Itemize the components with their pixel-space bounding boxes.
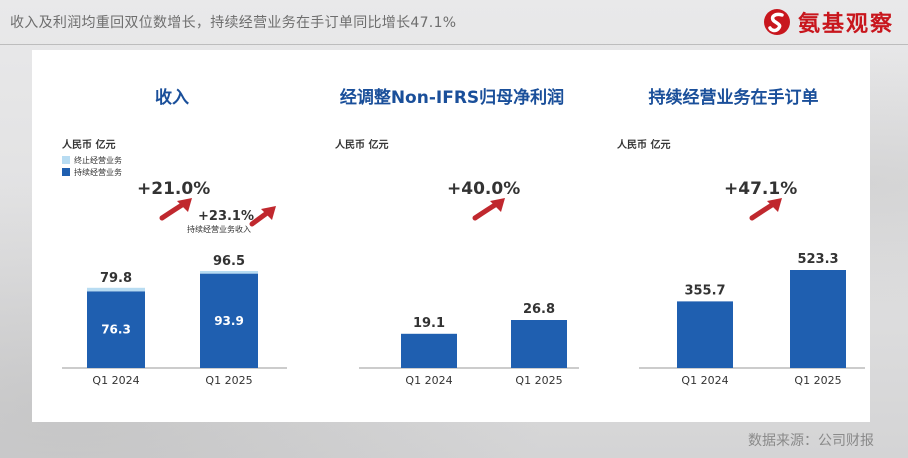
- bar: [677, 301, 733, 368]
- x-tick-label: Q1 2025: [515, 374, 562, 387]
- bar: [790, 270, 846, 368]
- bar-continuing: [200, 273, 258, 368]
- growth-arrow-total-shaft: [159, 201, 187, 221]
- growth-arrow-continuing-head: [261, 206, 276, 220]
- profit-panel: 经调整Non-IFRS归母净利润 人民币 亿元 19.1 Q1 2024 26.8 Q…: [317, 50, 587, 422]
- legend-label-discontinued: 终止经营业务: [74, 155, 122, 165]
- data-label-continuing: 93.9: [214, 314, 244, 328]
- bar: [401, 333, 457, 368]
- revenue-chart: 76.3 79.8 Q1 2024 93.9 96.5 Q1 2025 +21.0% +23.…: [62, 179, 287, 387]
- growth-arrow-head: [490, 198, 505, 212]
- x-tick-label: Q1 2024: [92, 374, 139, 387]
- backlog-unit: 人民币 亿元: [617, 140, 671, 151]
- data-label-total: 79.8: [100, 271, 132, 286]
- x-tick-label: Q1 2024: [681, 374, 728, 387]
- source-note: 数据来源：公司财报: [748, 433, 874, 449]
- legend-item-continuing: 持续经营业务: [62, 166, 122, 178]
- legend-swatch-discontinued: [62, 156, 70, 164]
- profit-unit: 人民币 亿元: [335, 140, 389, 151]
- data-label: 523.3: [797, 252, 838, 267]
- backlog-panel: 持续经营业务在手订单 人民币 亿元 355.7 Q1 2024 523.3 Q1 20…: [597, 50, 870, 422]
- data-label-total: 96.5: [213, 254, 245, 269]
- headline: 收入及利润均重回双位数增长，持续经营业务在手订单同比增长47.1%: [10, 15, 457, 31]
- revenue-title: 收入: [155, 88, 189, 108]
- data-label: 355.7: [684, 283, 725, 298]
- bar-continuing: [87, 291, 145, 368]
- legend-swatch-continuing: [62, 168, 70, 176]
- logo: 氨基观察: [762, 6, 894, 38]
- profit-title: 经调整Non-IFRS归母净利润: [339, 88, 565, 108]
- growth-caption-continuing: 持续经营业务收入: [187, 224, 251, 234]
- growth-label-continuing: +23.1%: [198, 209, 254, 224]
- growth-label: +47.1%: [724, 179, 797, 199]
- bar-discontinued: [87, 287, 145, 292]
- chart-card: 收入 人民币 亿元 终止经营业务 持续经营业务 76.3 79.8 Q1 2024 9…: [32, 50, 870, 422]
- growth-arrow-shaft: [749, 201, 777, 221]
- logo-text: 氨基观察: [797, 12, 894, 37]
- header: 收入及利润均重回双位数增长，持续经营业务在手订单同比增长47.1% 氨基观察: [0, 0, 908, 44]
- revenue-unit: 人民币 亿元: [62, 140, 116, 151]
- growth-label: +40.0%: [447, 179, 520, 199]
- growth-arrow-total-head: [177, 198, 192, 212]
- revenue-legend: 终止经营业务 持续经营业务: [62, 154, 122, 178]
- profit-chart: 19.1 Q1 2024 26.8 Q1 2025 +40.0%: [359, 179, 579, 387]
- growth-label-total: +21.0%: [137, 179, 210, 199]
- header-divider: [0, 44, 908, 45]
- data-label: 19.1: [413, 316, 445, 331]
- revenue-panel: 收入 人民币 亿元 终止经营业务 持续经营业务 76.3 79.8 Q1 2024 9…: [32, 50, 312, 422]
- logo-icon: [763, 9, 790, 35]
- backlog-title: 持续经营业务在手订单: [648, 88, 819, 108]
- data-label: 26.8: [523, 302, 555, 317]
- bar: [511, 320, 567, 368]
- legend-label-continuing: 持续经营业务: [74, 167, 122, 177]
- data-label-continuing: 76.3: [101, 323, 131, 337]
- x-tick-label: Q1 2025: [794, 374, 841, 387]
- backlog-chart: 355.7 Q1 2024 523.3 Q1 2025 +47.1%: [639, 179, 865, 387]
- growth-arrow-head: [767, 198, 782, 212]
- bar-discontinued: [200, 271, 258, 274]
- growth-arrow-shaft: [472, 201, 500, 221]
- legend-item-discontinued: 终止经营业务: [62, 154, 122, 166]
- x-tick-label: Q1 2025: [205, 374, 252, 387]
- x-tick-label: Q1 2024: [405, 374, 452, 387]
